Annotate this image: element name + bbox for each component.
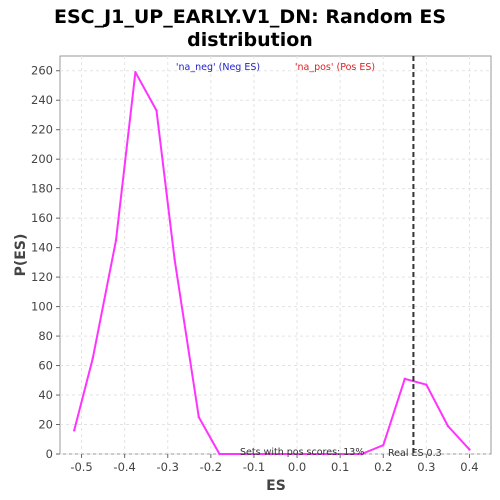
y-tick-label: 180 bbox=[31, 182, 53, 196]
y-tick-label: 200 bbox=[31, 152, 53, 166]
y-tick-label: 140 bbox=[31, 241, 53, 255]
grid-layer bbox=[60, 56, 491, 455]
plot-area bbox=[59, 55, 492, 455]
y-tick-label: 220 bbox=[31, 123, 53, 137]
y-tick-label: 0 bbox=[46, 447, 53, 461]
legend-neg-label: 'na_neg' (Neg ES) bbox=[176, 62, 260, 73]
series-point bbox=[155, 109, 158, 112]
x-tick-label: -0.2 bbox=[200, 460, 222, 474]
series-point bbox=[269, 452, 273, 456]
series-point bbox=[425, 383, 428, 386]
y-axis-title: P(ES) bbox=[13, 234, 29, 277]
series-point bbox=[218, 452, 221, 456]
series-point bbox=[446, 424, 450, 428]
chart-title-line-1: ESC_J1_UP_EARLY.V1_DN: Random ES bbox=[54, 6, 446, 28]
x-axis-title: ES bbox=[266, 478, 286, 494]
y-tick-label: 260 bbox=[31, 64, 53, 78]
y-tick-label: 160 bbox=[31, 211, 53, 225]
series-point bbox=[134, 71, 137, 74]
x-tick-label: 0.1 bbox=[331, 460, 349, 474]
y-tick-label: 80 bbox=[38, 329, 53, 343]
y-tick-label: 20 bbox=[38, 418, 53, 432]
y-tick-label: 40 bbox=[38, 388, 53, 402]
series-point bbox=[244, 452, 247, 456]
series-point bbox=[197, 415, 200, 419]
ticks-layer: -0.5 -0.4 -0.3 -0.2 -0.1 0.0 0.1 0.2 0.3 0.4 0 20 40… bbox=[31, 64, 479, 474]
x-tick-label: 0.3 bbox=[417, 460, 435, 474]
pos-scores-annotation: Sets with pos scores: 13% bbox=[240, 447, 364, 458]
x-tick-label: -0.4 bbox=[113, 460, 135, 474]
series-point bbox=[91, 356, 94, 360]
legend-pos-label: 'na_pos' (Pos ES) bbox=[295, 62, 375, 73]
series-point bbox=[173, 258, 176, 261]
y-tick-label: 240 bbox=[31, 93, 53, 107]
x-tick-label: -0.3 bbox=[157, 460, 179, 474]
series-point bbox=[468, 448, 471, 451]
real-es-annotation: Real ES 0.3 bbox=[388, 448, 442, 459]
series-point bbox=[403, 377, 406, 381]
y-tick-label: 120 bbox=[31, 270, 53, 284]
series-layer bbox=[73, 56, 471, 456]
series-point bbox=[382, 443, 385, 447]
series-point bbox=[114, 239, 118, 242]
series-point bbox=[326, 452, 329, 456]
chart-title-line-2: distribution bbox=[187, 29, 313, 51]
x-tick-label: 0.4 bbox=[460, 460, 478, 474]
x-tick-label: -0.1 bbox=[243, 460, 265, 474]
y-tick-label: 100 bbox=[31, 300, 53, 314]
y-tick-label: 60 bbox=[38, 359, 53, 373]
x-tick-label: 0.2 bbox=[374, 460, 392, 474]
series-point bbox=[73, 429, 76, 432]
series-point bbox=[360, 452, 363, 456]
x-tick-label: -0.5 bbox=[70, 460, 92, 474]
x-tick-label: 0.0 bbox=[288, 460, 306, 474]
series-line bbox=[73, 71, 471, 455]
